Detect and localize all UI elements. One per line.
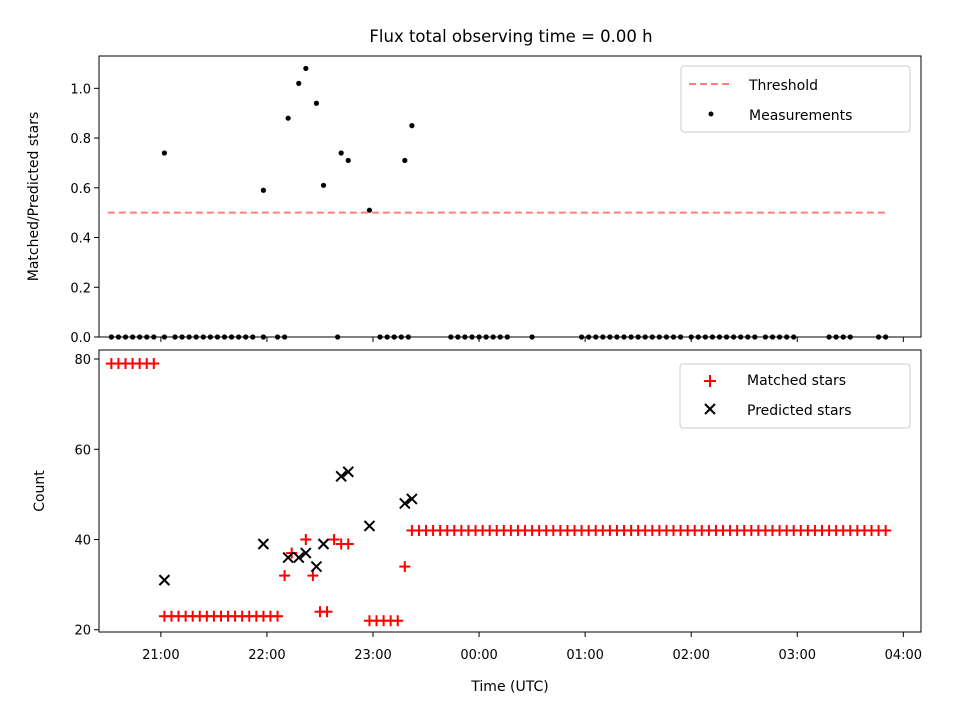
matched-star-marker: [307, 570, 319, 582]
matched-points: [105, 358, 892, 627]
measurements-legend-label: Measurements: [749, 108, 852, 124]
bottom-x-tick-label: 01:00: [566, 648, 603, 663]
bottom-x-ticks: 21:00 22:00 23:00 00:00 01:00 02:00 03:00 04:00: [142, 632, 922, 663]
bottom-x-tick-label: 03:00: [779, 648, 816, 663]
matched-star-marker: [399, 561, 411, 573]
bottom-x-tick-label: 02:00: [672, 648, 709, 663]
bottom-legend: Matched stars Predicted stars: [679, 363, 911, 429]
predicted-star-stroke: [158, 574, 171, 586]
matched-star-marker: [880, 524, 892, 536]
predicted-star-stroke: [300, 547, 312, 559]
top-legend-box: [680, 65, 911, 133]
matched-star-marker: [279, 570, 291, 582]
matched-star-marker: [321, 606, 333, 618]
predicted-star-marker: [399, 497, 411, 510]
matched-star-marker: [272, 610, 284, 622]
x-axis-label: Time (UTC): [470, 679, 548, 695]
predicted-star-marker: [282, 551, 294, 564]
predicted-star-stroke: [293, 551, 305, 564]
predicted-points: [158, 466, 418, 586]
predicted-star-marker: [310, 560, 323, 573]
predicted-star-marker: [293, 551, 305, 564]
matched-star-marker: [392, 615, 404, 627]
matched-star-marker: [148, 358, 160, 370]
measurement-point: [285, 115, 291, 121]
bottom-x-tick-label: 22:00: [248, 648, 285, 663]
top-y-axis-label: Matched/Predicted stars: [26, 112, 42, 282]
top-legend: Threshold Measurements: [680, 65, 911, 133]
measurements-legend-swatch: [708, 111, 714, 117]
bottom-x-tick-label: 23:00: [354, 648, 391, 663]
bottom-y-tick-label: 20: [74, 624, 91, 639]
predicted-star-marker: [257, 538, 270, 550]
top-y-tick-label: 0.2: [70, 281, 91, 296]
bottom-axes-frame: [98, 349, 922, 633]
matched-star-marker: [300, 534, 312, 546]
top-panel: 0.0 0.2 0.4 0.6 0.8 1.0 Matched/Predicted sta…: [26, 55, 922, 346]
measurement-point: [409, 123, 415, 129]
predicted-star-marker: [342, 466, 354, 478]
measurement-point: [320, 182, 327, 188]
predicted-star-marker: [317, 538, 330, 550]
measurement-point: [402, 157, 408, 164]
top-y-tick-label: 0.8: [70, 132, 91, 147]
measurement-point: [338, 150, 344, 156]
measurement-point: [345, 157, 351, 164]
predicted-legend-label: Predicted stars: [747, 403, 852, 419]
predicted-star-marker: [363, 520, 376, 532]
chart-title: Flux total observing time = 0.00 h: [369, 27, 652, 46]
predicted-star-stroke: [342, 466, 354, 478]
predicted-star-stroke: [310, 560, 323, 573]
bottom-legend-box: [679, 363, 911, 429]
predicted-star-marker: [335, 470, 347, 483]
bottom-x-tick-label: 04:00: [885, 648, 922, 663]
measurement-point: [313, 100, 320, 106]
predicted-star-stroke: [317, 538, 330, 550]
predicted-star-stroke: [282, 551, 294, 564]
predicted-star-stroke: [363, 520, 376, 532]
predicted-star-marker: [158, 574, 171, 586]
matched-legend-swatch: [704, 375, 716, 387]
measurement-point: [366, 207, 373, 213]
measurement-point: [303, 65, 309, 72]
predicted-star-stroke: [406, 493, 418, 505]
predicted-star-stroke: [399, 497, 411, 510]
top-axes-frame: [98, 55, 922, 338]
matched-legend-label: Matched stars: [747, 373, 846, 389]
top-y-tick-label: 1.0: [70, 82, 91, 97]
measurement-point: [260, 187, 266, 193]
matched-star-marker: [328, 534, 340, 546]
bottom-y-axis-label: Count: [32, 470, 48, 512]
predicted-star-stroke: [257, 538, 270, 550]
bottom-x-tick-label: 21:00: [142, 648, 179, 663]
bottom-y-tick-label: 60: [74, 443, 91, 458]
threshold-legend-label: Threshold: [748, 78, 818, 94]
predicted-star-marker: [406, 493, 418, 505]
top-y-ticks: 0.0 0.2 0.4 0.6 0.8 1.0: [70, 82, 99, 346]
predicted-legend-swatch: [704, 403, 716, 415]
top-y-tick-label: 0.0: [70, 331, 91, 346]
predicted-star-stroke: [335, 470, 347, 483]
measurement-point: [296, 80, 302, 86]
bottom-y-tick-label: 40: [74, 534, 91, 549]
bottom-x-tick-label: 00:00: [460, 648, 497, 663]
top-y-tick-label: 0.6: [70, 182, 91, 197]
bottom-y-tick-label: 80: [74, 353, 91, 368]
matched-star-marker: [342, 538, 354, 550]
bottom-panel: 20 40 60 80 21:00 22:00 23:00 00:00 01:00 02:00 0…: [32, 349, 922, 695]
bottom-y-ticks: 20 40 60 80: [74, 353, 99, 639]
measurement-point: [161, 150, 168, 156]
top-y-tick-label: 0.4: [70, 232, 91, 247]
predicted-star-marker: [300, 547, 312, 559]
